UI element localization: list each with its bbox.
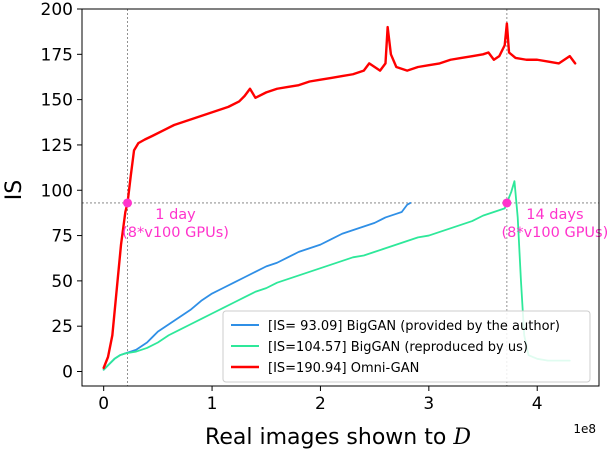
series-layer [102,22,577,371]
marker-layer [123,198,512,208]
series-line-2 [102,22,577,370]
x-tick-label-0: 0 [98,394,109,414]
marker-point-1 [502,198,512,208]
annotation-layer: 1 day (8*v100 GPUs) 14 days (8*v100 GPUs) [122,207,607,241]
x-tick-label-1: 1 [207,394,218,414]
legend-label-1: [IS=104.57] BigGAN (reproduced by us) [268,340,528,355]
x-axis-title: Real images shown to D [205,425,471,450]
annotation-line2-0: (8*v100 GPUs) [122,225,229,241]
x-tick-label-2: 2 [315,394,326,414]
legend: [IS= 93.09] BigGAN (provided by the auth… [222,310,591,383]
x-axis-offset-label: 1e8 [573,422,596,436]
legend-box [222,310,591,383]
y-tick-label-5: 125 [41,136,73,156]
marker-point-0 [123,198,133,208]
x-axis-title-text: Real images shown to [205,425,453,450]
tick-layer: 0 1 2 3 4 0 25 50 75 100 125 150 175 200 [41,0,543,414]
y-tick-label-0: 0 [62,363,73,383]
series-line-1 [102,180,571,371]
annotation-line1-1: 14 days [526,207,583,223]
y-tick-label-1: 25 [51,317,73,337]
y-axis-title: IS [2,180,27,200]
legend-label-2: [IS=190.94] Omni-GAN [268,361,419,376]
x-axis-title-symbol: D [452,425,471,450]
y-tick-label-3: 75 [51,227,73,247]
legend-label-0: [IS= 93.09] BigGAN (provided by the auth… [268,319,560,334]
y-tick-label-7: 175 [41,45,73,65]
annotation-line1-0: 1 day [155,207,196,223]
y-tick-label-8: 200 [41,0,73,20]
y-tick-label-2: 50 [51,272,73,292]
plot-frame [81,8,600,387]
axes-layer [81,8,600,387]
y-tick-label-4: 100 [41,181,73,201]
annotation-line2-1: (8*v100 GPUs) [501,225,607,241]
y-tick-label-6: 150 [41,91,73,111]
x-tick-label-3: 3 [423,394,434,414]
series-line-0 [102,202,412,371]
x-tick-label-4: 4 [532,394,543,414]
